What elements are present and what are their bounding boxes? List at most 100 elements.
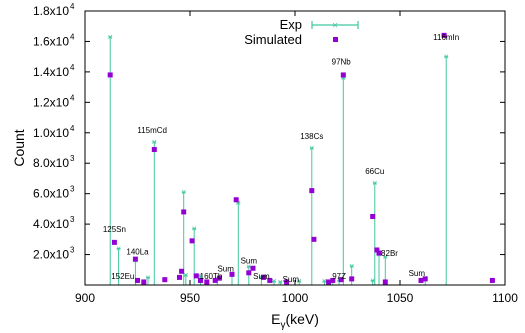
simulated-point: [179, 268, 185, 274]
simulated-point: [330, 277, 336, 283]
y-tick-label: 1.2x10: [33, 95, 69, 109]
exp-point: ×: [309, 143, 314, 153]
exp-point: ×: [297, 276, 302, 286]
annotations: 116mIn 97Nb 115mCd 138Cs 66Cu 125Sn 140La 82Br S…: [103, 33, 459, 284]
simulated-point: [246, 270, 252, 276]
y-tick-label-exponent: 3: [70, 154, 75, 163]
peak-annotation: 82Br: [381, 249, 398, 258]
peak-annotation: Sum: [217, 264, 234, 273]
simulated-point: [151, 147, 157, 153]
plot-frame: [84, 10, 506, 286]
simulated-point: [418, 277, 424, 283]
exp-point: ×: [198, 271, 203, 281]
simulated-point: [216, 275, 222, 281]
legend-exp-label: Exp: [280, 17, 302, 32]
peak-annotation: 116mIn: [433, 33, 459, 42]
simulated-point: [261, 274, 266, 280]
legend: Exp × Simulated: [244, 17, 359, 47]
y-tick-label-exponent: 4: [70, 32, 75, 41]
exp-point: ×: [322, 276, 327, 286]
simulated-point: [340, 72, 346, 78]
y-tick-label: 4.0x10: [33, 217, 69, 231]
y-tick-label: 2.0x10: [33, 248, 69, 262]
exp-point: ×: [183, 270, 188, 280]
exp-point: ×: [116, 243, 121, 253]
x-tick-label: 1050: [387, 291, 414, 305]
peak-annotation: 97Nb: [332, 57, 352, 66]
simulated-series: [107, 32, 495, 285]
simulated-point: [382, 279, 388, 285]
y-tick-label: 1.0x10: [33, 126, 69, 140]
y-tick-label-exponent: 4: [70, 93, 75, 102]
y-tick-label-exponent: 4: [70, 63, 75, 72]
simulated-point: [309, 188, 315, 194]
simulated-point: [250, 265, 256, 271]
exp-point: ×: [341, 73, 346, 83]
simulated-point: [181, 209, 187, 215]
simulated-point: [326, 279, 332, 285]
peak-annotation: Sum: [283, 275, 300, 284]
peak-annotation: Sum: [253, 272, 270, 281]
y-tick-label-exponent: 4: [70, 124, 75, 133]
y-tick-label: 1.6x10: [33, 34, 69, 48]
x-tick-label: 1100: [492, 291, 518, 305]
simulated-point: [177, 274, 182, 280]
simulated-point: [311, 236, 317, 242]
simulated-point: [441, 32, 447, 38]
exp-point: ×: [349, 261, 354, 271]
exp-point: ×: [370, 275, 375, 285]
simulated-point: [212, 277, 218, 283]
y-tick-label: 1.8x10: [33, 4, 69, 18]
x-axis-title-sub: γ: [280, 320, 285, 331]
peak-annotation: 97Z: [332, 272, 346, 281]
simulated-point: [132, 256, 138, 262]
peak-annotation: 115mCd: [137, 126, 167, 135]
simulated-point: [370, 214, 376, 219]
simulated-point: [193, 273, 199, 279]
x-axis-title-unit: (keV): [285, 311, 318, 327]
simulated-point: [189, 238, 195, 244]
x-axis-title: Eγ(keV): [271, 311, 319, 331]
y-tick-label-exponent: 3: [70, 215, 75, 224]
peak-annotation: Sum: [409, 269, 426, 278]
simulated-point: [489, 277, 495, 283]
y-tick-label: 8.0x10: [33, 156, 69, 170]
simulated-point: [141, 279, 147, 285]
x-tick-label: 900: [75, 291, 95, 305]
peak-annotation: 152Eu: [111, 272, 134, 281]
y-tick-label: 1.4x10: [33, 65, 69, 79]
exp-point: ×: [236, 198, 241, 208]
simulated-point: [204, 279, 210, 285]
exp-point: ×: [372, 178, 377, 188]
exp-point: ×: [145, 272, 150, 282]
y-axis-title: Count: [11, 129, 27, 166]
exp-point: ×: [192, 224, 197, 234]
simulated-point: [135, 277, 140, 283]
y-tick-label-exponent: 4: [70, 2, 75, 11]
exp-point: ×: [152, 137, 157, 147]
y-tick-label: 6.0x10: [33, 187, 69, 201]
simulated-point: [422, 276, 428, 282]
exp-point: ×: [108, 32, 113, 42]
y-tick-label-exponent: 3: [70, 246, 75, 255]
exp-point: ×: [181, 187, 186, 197]
simulated-point: [349, 276, 355, 282]
simulated-point: [267, 277, 273, 283]
exp-point: ×: [444, 52, 449, 62]
simulated-point: [374, 247, 380, 253]
simulated-point: [233, 197, 239, 203]
legend-simulated-marker: [333, 37, 338, 42]
legend-exp-x-marker: ×: [332, 21, 338, 32]
x-tick-label: 1000: [282, 291, 309, 305]
peak-annotation: 140La: [126, 248, 149, 257]
exp-point: ×: [246, 262, 251, 272]
peak-annotation: Sum: [241, 257, 258, 266]
simulated-point: [107, 72, 113, 78]
x-axis-title-main: E: [271, 311, 280, 327]
simulated-point: [229, 271, 235, 277]
legend-simulated-label: Simulated: [244, 32, 302, 47]
y-tick-label-exponent: 3: [70, 185, 75, 194]
peak-annotation: 138Cs: [300, 132, 323, 141]
